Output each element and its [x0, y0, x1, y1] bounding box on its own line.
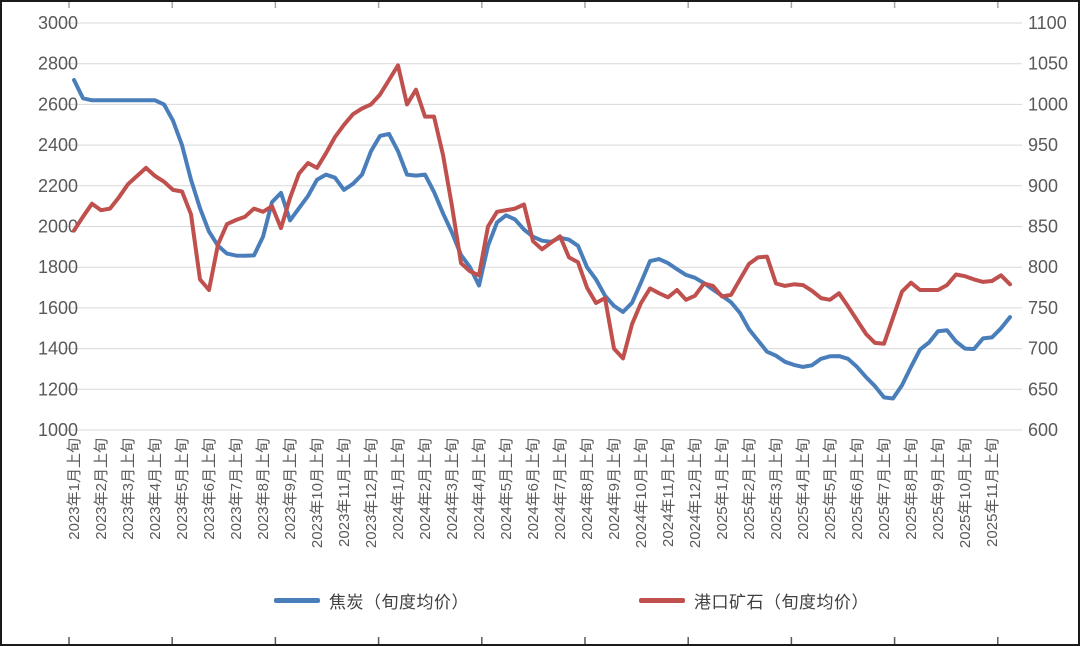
svg-text:2023年3月上旬: 2023年3月上旬: [120, 438, 137, 540]
svg-text:1400: 1400: [38, 339, 78, 359]
svg-text:2023年10月上旬: 2023年10月上旬: [309, 438, 326, 548]
svg-text:1600: 1600: [38, 298, 78, 318]
svg-text:2024年6月上旬: 2024年6月上旬: [525, 438, 542, 540]
svg-text:2025年10月上旬: 2025年10月上旬: [957, 438, 974, 548]
svg-text:2023年9月上旬: 2023年9月上旬: [282, 438, 299, 540]
svg-text:2023年2月上旬: 2023年2月上旬: [93, 438, 110, 540]
svg-text:1100: 1100: [1028, 13, 1067, 33]
svg-text:1000: 1000: [1028, 94, 1068, 114]
svg-text:2025年1月上旬: 2025年1月上旬: [714, 438, 731, 540]
svg-text:2400: 2400: [38, 135, 78, 155]
svg-text:2600: 2600: [38, 94, 78, 114]
svg-text:2023年12月上旬: 2023年12月上旬: [363, 438, 380, 548]
svg-text:2025年9月上旬: 2025年9月上旬: [930, 438, 947, 540]
coke-series-line: [72, 78, 1012, 401]
svg-text:2024年8月上旬: 2024年8月上旬: [579, 438, 596, 540]
svg-text:2024年7月上旬: 2024年7月上旬: [552, 438, 569, 540]
ore-series-line: [72, 63, 1012, 361]
svg-text:2025年5月上旬: 2025年5月上旬: [822, 438, 839, 540]
svg-text:2025年4月上旬: 2025年4月上旬: [795, 438, 812, 540]
svg-text:2025年3月上旬: 2025年3月上旬: [768, 438, 785, 540]
svg-text:2024年1月上旬: 2024年1月上旬: [390, 438, 407, 540]
svg-text:2025年11月上旬: 2025年11月上旬: [984, 438, 1001, 547]
svg-text:2025年6月上旬: 2025年6月上旬: [849, 438, 866, 540]
frame-tick-marks: [68, 2, 999, 644]
svg-text:2025年2月上旬: 2025年2月上旬: [741, 438, 758, 540]
svg-text:2023年4月上旬: 2023年4月上旬: [147, 438, 164, 540]
svg-text:2024年11月上旬: 2024年11月上旬: [660, 438, 677, 547]
svg-text:2023年6月上旬: 2023年6月上旬: [201, 438, 218, 540]
svg-text:2023年11月上旬: 2023年11月上旬: [336, 438, 353, 547]
svg-text:2024年2月上旬: 2024年2月上旬: [417, 438, 434, 540]
svg-text:2024年4月上旬: 2024年4月上旬: [471, 438, 488, 540]
svg-text:2023年8月上旬: 2023年8月上旬: [255, 438, 272, 540]
svg-text:2024年3月上旬: 2024年3月上旬: [444, 438, 461, 540]
svg-text:2800: 2800: [38, 54, 78, 74]
svg-text:2000: 2000: [38, 217, 78, 237]
x-axis-labels: 2023年1月上旬 2023年2月上旬 2023年3月上旬 2023年4月上旬 2023…: [66, 438, 1001, 548]
svg-text:650: 650: [1028, 379, 1058, 399]
gridlines: [64, 22, 1022, 431]
y-axis-right-labels: 1100 1050 1000 950 900 850 800 750 700 650 600: [1028, 13, 1068, 440]
svg-text:2023年5月上旬: 2023年5月上旬: [174, 438, 191, 540]
svg-text:2024年12月上旬: 2024年12月上旬: [687, 438, 704, 548]
svg-text:2024年5月上旬: 2024年5月上旬: [498, 438, 515, 540]
svg-text:700: 700: [1028, 339, 1058, 359]
svg-text:2025年8月上旬: 2025年8月上旬: [903, 438, 920, 540]
svg-text:850: 850: [1028, 217, 1058, 237]
svg-text:2024年9月上旬: 2024年9月上旬: [606, 438, 623, 540]
svg-text:900: 900: [1028, 176, 1058, 196]
svg-text:1200: 1200: [38, 379, 78, 399]
svg-text:950: 950: [1028, 135, 1058, 155]
svg-text:2023年1月上旬: 2023年1月上旬: [66, 438, 83, 540]
svg-text:1000: 1000: [38, 420, 78, 440]
svg-text:2023年7月上旬: 2023年7月上旬: [228, 438, 245, 540]
y-axis-left-labels: 3000 2800 2600 2400 2200 2000 1800 1600 1400 1200…: [38, 13, 78, 440]
svg-text:2200: 2200: [38, 176, 78, 196]
svg-text:2025年7月上旬: 2025年7月上旬: [876, 438, 893, 540]
svg-text:750: 750: [1028, 298, 1058, 318]
svg-text:1800: 1800: [38, 257, 78, 277]
svg-text:600: 600: [1028, 420, 1058, 440]
svg-text:3000: 3000: [38, 13, 78, 33]
svg-text:800: 800: [1028, 257, 1058, 277]
svg-text:2024年10月上旬: 2024年10月上旬: [633, 438, 650, 548]
svg-text:1050: 1050: [1028, 54, 1068, 74]
